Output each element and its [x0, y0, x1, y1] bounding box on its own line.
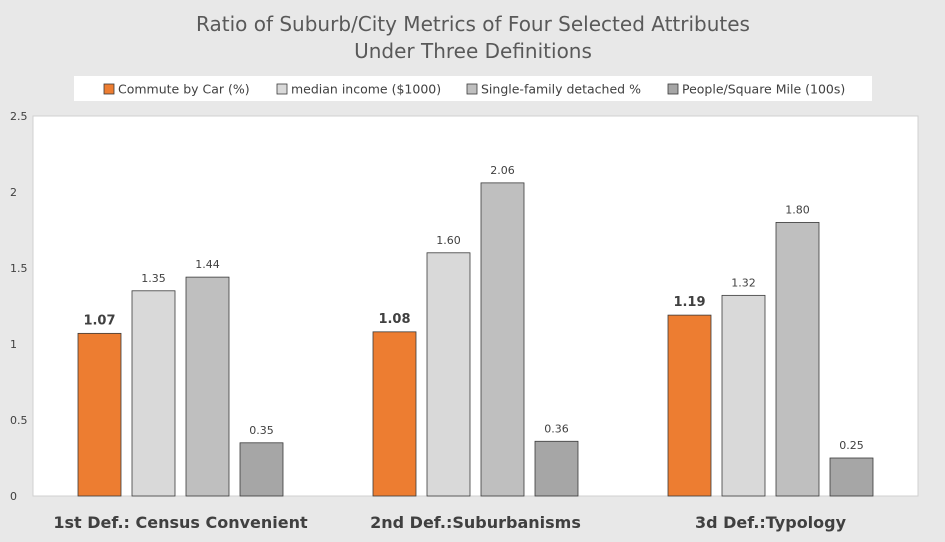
legend-label: Commute by Car (%) [118, 82, 250, 97]
title-group: Ratio of Suburb/City Metrics of Four Sel… [196, 12, 750, 63]
data-label: 1.07 [83, 313, 115, 328]
y-tick-label: 1 [10, 338, 17, 351]
legend-swatch [103, 83, 115, 95]
bar [77, 332, 122, 497]
bar [829, 457, 874, 497]
data-label: 1.60 [436, 234, 461, 247]
data-label: 1.19 [673, 295, 705, 310]
data-label: 2.06 [490, 164, 515, 177]
category-label: 3d Def.:Typology [695, 513, 847, 532]
data-label: 1.80 [785, 203, 810, 216]
bar [534, 440, 579, 497]
y-tick-label: 0 [10, 490, 17, 503]
legend-label: People/Square Mile (100s) [682, 82, 845, 97]
bar [426, 252, 471, 497]
data-label: 0.25 [839, 439, 864, 452]
data-label: 1.32 [731, 276, 756, 289]
data-label: 0.35 [249, 424, 274, 437]
plot-area: 0 0.5 1 1.5 2 2.5 1.07 1.35 1.44 0.35 1st Def.: Ce… [10, 110, 919, 532]
data-label: 0.36 [544, 422, 569, 435]
legend-swatch [466, 83, 478, 95]
legend-swatch [667, 83, 679, 95]
bar [131, 290, 176, 497]
data-label: 1.44 [195, 258, 220, 271]
y-tick-label: 0.5 [10, 414, 28, 427]
plot-background [32, 115, 919, 497]
legend: Commute by Car (%) median income ($1000) S… [74, 76, 872, 101]
legend-label: Single-family detached % [481, 82, 641, 97]
bar [480, 182, 525, 497]
bar [239, 442, 284, 497]
y-tick-label: 1.5 [10, 262, 28, 275]
bar [667, 314, 712, 497]
y-tick-label: 2.5 [10, 110, 28, 123]
legend-swatch [276, 83, 288, 95]
bar [721, 294, 766, 497]
category-label: 2nd Def.:Suburbanisms [370, 513, 581, 532]
bar [372, 331, 417, 497]
bar [185, 276, 230, 497]
y-tick-label: 2 [10, 186, 17, 199]
chart-subtitle: Under Three Definitions [354, 39, 592, 63]
bar [775, 221, 820, 497]
category-label: 1st Def.: Census Convenient [53, 513, 308, 532]
chart-title: Ratio of Suburb/City Metrics of Four Sel… [196, 12, 750, 36]
data-label: 1.08 [378, 312, 410, 327]
data-label: 1.35 [141, 272, 166, 285]
legend-label: median income ($1000) [291, 82, 441, 97]
